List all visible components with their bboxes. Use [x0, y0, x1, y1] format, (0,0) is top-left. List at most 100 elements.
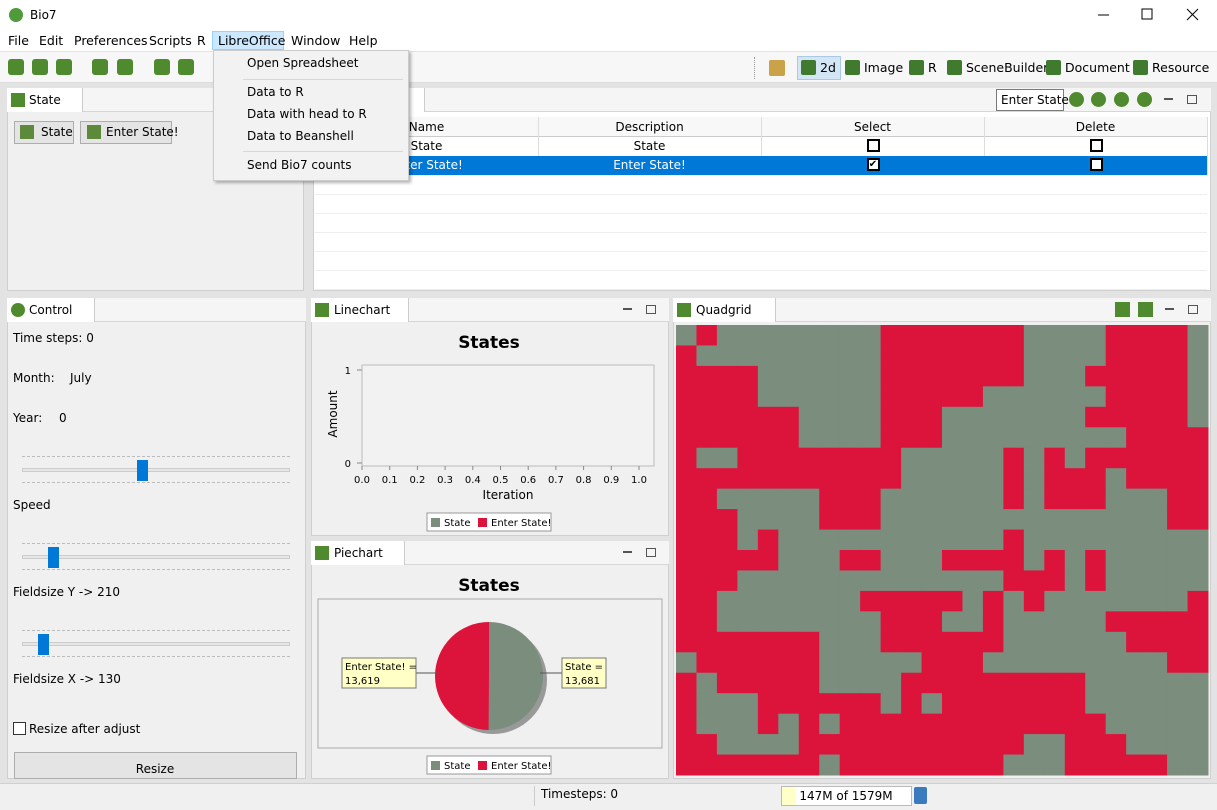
- checkbox[interactable]: [13, 722, 26, 735]
- tool-icon[interactable]: [8, 59, 24, 75]
- minimize[interactable]: [1164, 98, 1173, 100]
- button[interactable]: [80, 121, 172, 144]
- title-bar: [0, 0, 1217, 30]
- tab-title[interactable]: Control: [29, 303, 73, 317]
- perspective-button[interactable]: 2d: [820, 60, 836, 75]
- tool-icon[interactable]: [92, 59, 108, 75]
- table-action[interactable]: [1114, 92, 1129, 107]
- slider-thumb[interactable]: [48, 547, 59, 568]
- label: Time steps: 0: [13, 331, 94, 345]
- tab-title[interactable]: Quadgrid: [696, 303, 752, 317]
- toolbar-sep: [754, 57, 755, 79]
- text-input[interactable]: [996, 89, 1064, 111]
- tool-icon[interactable]: [178, 59, 194, 75]
- table-action[interactable]: [1137, 92, 1152, 107]
- menu-item[interactable]: Preferences: [74, 33, 148, 48]
- tab-icon: [11, 303, 25, 317]
- app-icon: [9, 8, 23, 22]
- menu-item[interactable]: Window: [291, 33, 341, 48]
- chart-panel: [673, 298, 1211, 779]
- perspective-button[interactable]: Image: [864, 60, 904, 75]
- dropdown-item[interactable]: Data to R: [247, 85, 304, 99]
- checkbox[interactable]: [1089, 158, 1103, 171]
- slider-ticks: [22, 630, 290, 631]
- tab-icon: [11, 93, 25, 107]
- row-line: [315, 213, 1207, 214]
- menu-item[interactable]: Edit: [39, 33, 64, 48]
- dropdown-item[interactable]: Data with head to R: [247, 107, 367, 121]
- perspective-icon[interactable]: [1133, 60, 1148, 75]
- button-icon: [20, 125, 34, 139]
- slider-ticks: [22, 543, 290, 544]
- maximize[interactable]: [646, 305, 656, 314]
- slider-track[interactable]: [22, 642, 290, 646]
- dropdown-item[interactable]: Open Spreadsheet: [247, 56, 359, 70]
- memory-bar: [781, 786, 912, 806]
- button-label[interactable]: Enter State!: [106, 125, 179, 139]
- menu-item[interactable]: R: [197, 33, 206, 48]
- row-line: [315, 194, 1207, 195]
- window-title: Bio7: [30, 8, 57, 22]
- menu-item[interactable]: File: [8, 33, 29, 48]
- tab-title[interactable]: Linechart: [334, 303, 391, 317]
- button-icon: [87, 125, 101, 139]
- tool-icon[interactable]: [154, 59, 170, 75]
- perspective-icon[interactable]: [1046, 60, 1061, 75]
- column-line: [1207, 117, 1208, 175]
- checkbox[interactable]: [866, 139, 880, 152]
- status-sep: [534, 786, 535, 806]
- perspective-button[interactable]: Document: [1065, 60, 1130, 75]
- table-action[interactable]: [1091, 92, 1106, 107]
- slider-track[interactable]: [22, 555, 290, 559]
- dropdown-item[interactable]: Data to Beanshell: [247, 129, 354, 143]
- perspective-button[interactable]: SceneBuilder: [966, 60, 1049, 75]
- quadgrid-icon[interactable]: [1115, 302, 1130, 317]
- tab-icon: [315, 303, 329, 317]
- minimize[interactable]: [623, 551, 632, 553]
- perspective-icon[interactable]: [947, 60, 962, 75]
- minimize[interactable]: [1165, 308, 1174, 310]
- checkbox[interactable]: [1089, 139, 1103, 152]
- menu-item[interactable]: LibreOffice: [218, 33, 286, 48]
- button-label[interactable]: State: [41, 125, 73, 139]
- column-line: [984, 117, 985, 175]
- tool-icon[interactable]: [32, 59, 48, 75]
- perspective-icon[interactable]: [801, 60, 816, 75]
- input-text[interactable]: Enter State!: [1001, 93, 1074, 107]
- perspective-icon[interactable]: [769, 60, 785, 76]
- menu-item[interactable]: Scripts: [149, 33, 192, 48]
- button[interactable]: [14, 752, 297, 779]
- tool-icon[interactable]: [56, 59, 72, 75]
- minimize[interactable]: [623, 308, 632, 310]
- tab-title[interactable]: Piechart: [334, 546, 383, 560]
- menu-highlight: [212, 31, 284, 50]
- slider-ticks: [22, 569, 290, 570]
- dropdown-item[interactable]: Send Bio7 counts: [247, 158, 352, 172]
- tool-icon[interactable]: [117, 59, 133, 75]
- checkbox-label[interactable]: Resize after adjust: [29, 722, 141, 736]
- button-label[interactable]: Resize: [135, 762, 175, 776]
- quadgrid-icon[interactable]: [1138, 302, 1153, 317]
- perspective-icon[interactable]: [845, 60, 860, 75]
- row-line: [315, 175, 1207, 176]
- perspective-icon[interactable]: [909, 60, 924, 75]
- column-header: Select: [853, 120, 892, 134]
- perspective-button[interactable]: Resource: [1152, 60, 1210, 75]
- selected-row[interactable]: [315, 156, 1207, 175]
- gc-button[interactable]: [914, 787, 927, 804]
- slider-thumb[interactable]: [137, 460, 148, 481]
- slider-thumb[interactable]: [38, 634, 49, 655]
- perspective-button[interactable]: R: [928, 60, 937, 75]
- table-action[interactable]: [1069, 92, 1084, 107]
- control-panel: [7, 298, 306, 779]
- maximize[interactable]: [1188, 305, 1198, 314]
- checkbox[interactable]: ✔: [866, 158, 880, 171]
- maximize[interactable]: [646, 548, 656, 557]
- tab-title[interactable]: State: [29, 93, 61, 107]
- slider-track[interactable]: [22, 468, 290, 472]
- menu-bar: [0, 30, 1217, 51]
- maximize[interactable]: [1187, 95, 1197, 104]
- menu-item[interactable]: Help: [349, 33, 378, 48]
- status-text: Timesteps: 0: [541, 787, 619, 801]
